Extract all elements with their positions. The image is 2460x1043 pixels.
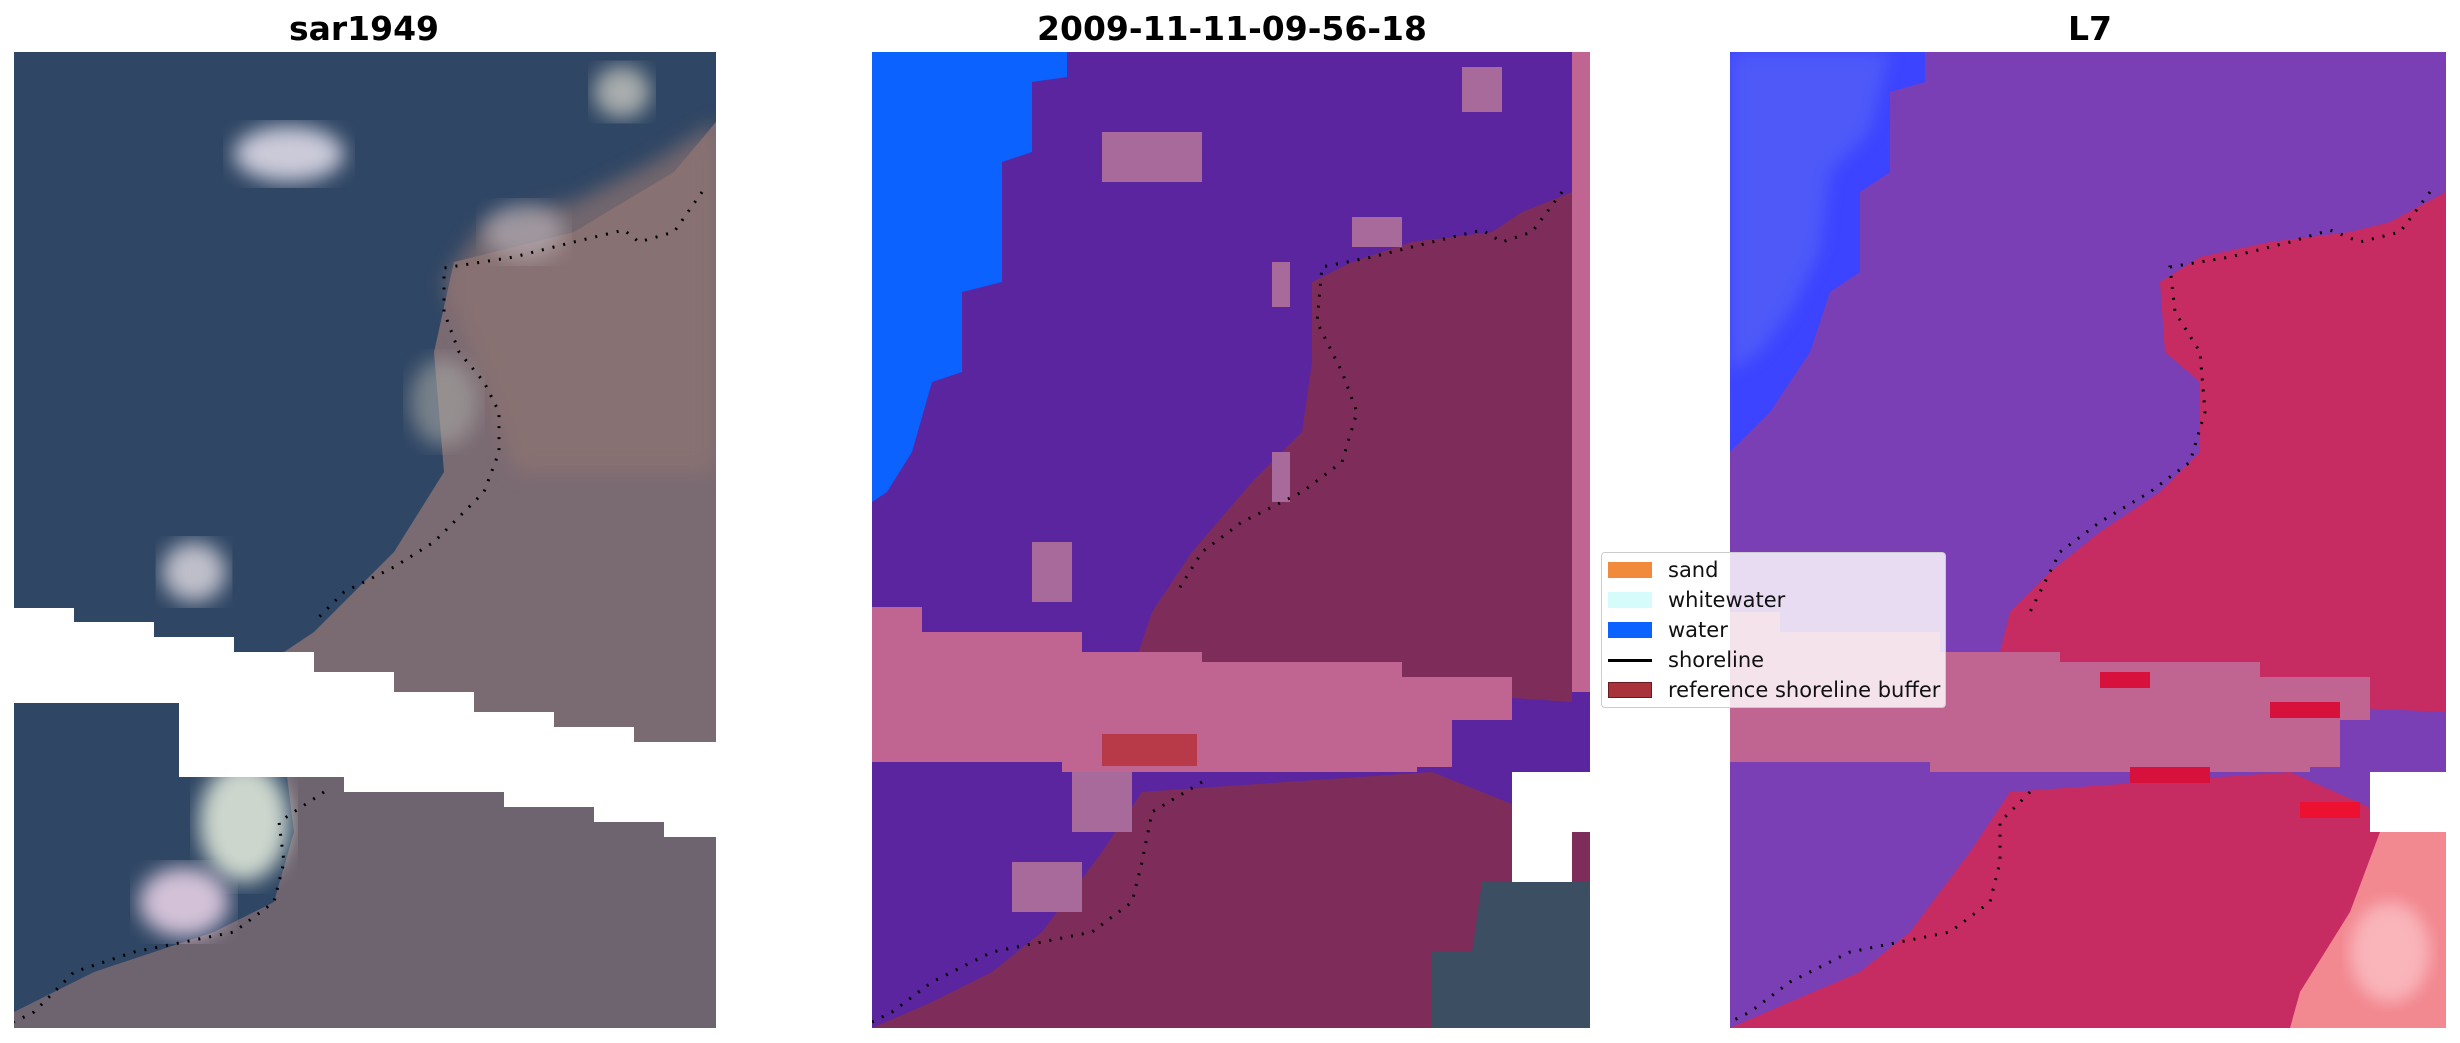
rgb-background-area [1432, 882, 1590, 1028]
bright-spot [484, 204, 564, 260]
land-area [1730, 772, 2446, 1028]
patch [1032, 542, 1072, 602]
buffer-strip [1572, 52, 1590, 692]
land-area [1990, 192, 2446, 712]
classification-image [872, 52, 1590, 1028]
patch [1352, 217, 1402, 247]
l7-image-panel [1730, 52, 2446, 1028]
patch [1462, 67, 1502, 112]
reference-buffer-patch [1102, 734, 1197, 766]
legend-item-shoreline: shoreline [1608, 647, 1764, 673]
land-overlay-area [1132, 192, 1572, 702]
buffer-edge-pixel [2300, 802, 2360, 818]
panel-title-date: 2009-11-11-09-56-18 [1037, 9, 1427, 48]
legend-swatch-sand [1608, 562, 1652, 578]
legend-swatch-whitewater [1608, 592, 1652, 608]
l7-image [1730, 52, 2446, 1028]
buffer-edge-pixel [2130, 767, 2210, 783]
legend-item-whitewater: whitewater [1608, 587, 1785, 613]
patch [1012, 862, 1082, 912]
legend-label: shoreline [1668, 648, 1765, 672]
shoreline-line [1175, 191, 1564, 593]
shoreline-line [1730, 790, 2032, 1024]
patch [1272, 452, 1290, 502]
patch [1272, 262, 1290, 307]
legend-label: reference shoreline buffer [1668, 678, 1941, 702]
bright-spot [162, 542, 226, 602]
nodata-stripe [14, 608, 716, 837]
bright-spot [234, 126, 344, 182]
classification-panel [872, 52, 1590, 1028]
legend-item-reference-buffer: reference shoreline buffer [1608, 677, 1940, 703]
nodata-area [1512, 772, 1590, 882]
buffer-band [872, 607, 1512, 772]
land-overlay-area [872, 772, 1590, 1028]
patch [1102, 132, 1202, 182]
bright-spot [199, 762, 289, 882]
legend-swatch-reference-buffer [1608, 682, 1652, 698]
rgb-image-panel [14, 52, 716, 1028]
land-area-bottom [14, 752, 716, 1028]
bright-spot [594, 66, 650, 118]
legend-label: whitewater [1668, 588, 1786, 612]
bright-spot [2350, 902, 2430, 1002]
panel-title-l7: L7 [2068, 9, 2112, 48]
legend-swatch-water [1608, 622, 1652, 638]
legend-item-sand: sand [1608, 557, 1718, 583]
legend-label: sand [1668, 558, 1719, 582]
patch [1072, 772, 1132, 832]
land-highlight [444, 122, 716, 472]
rgb-image [14, 52, 716, 1028]
legend: sand whitewater water shoreline referenc… [1601, 552, 1946, 708]
water-highlight [1730, 52, 1890, 372]
buffer-edge-pixel [2270, 702, 2340, 718]
water-class-area [872, 52, 1067, 502]
legend-item-water: water [1608, 617, 1728, 643]
shoreline-line [312, 191, 704, 624]
panel-title-sar1949: sar1949 [288, 9, 440, 48]
nodata-area [2370, 772, 2446, 832]
legend-label: water [1668, 618, 1728, 642]
bright-spot [410, 358, 478, 446]
buffer-edge-pixel [2100, 672, 2150, 688]
bright-spot [139, 867, 229, 937]
legend-swatch-shoreline [1608, 658, 1652, 662]
